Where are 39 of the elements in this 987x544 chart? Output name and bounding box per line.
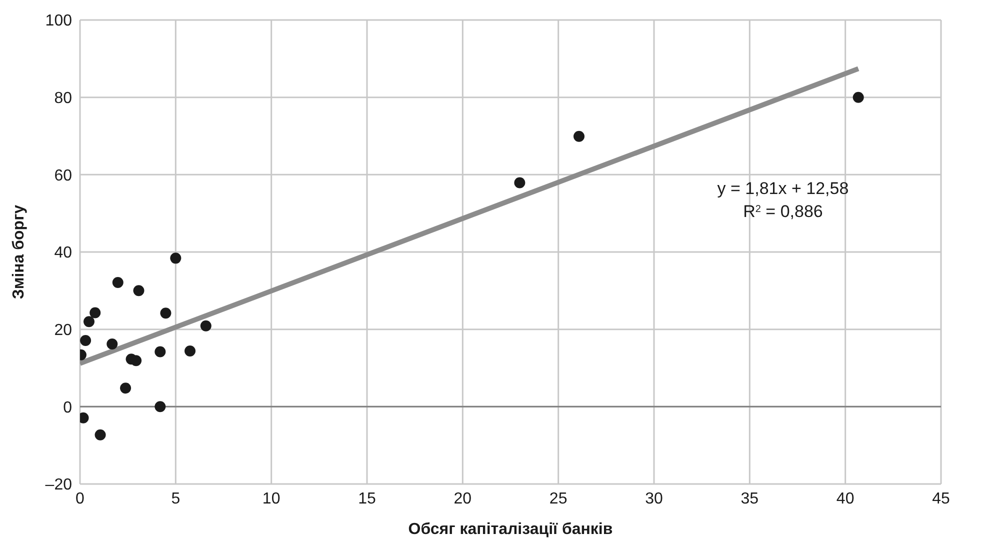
point [83, 316, 94, 328]
x-tick-label: 20 [454, 490, 472, 508]
point [514, 177, 526, 188]
y-tick-label: 60 [54, 167, 72, 184]
point [170, 252, 182, 264]
point [573, 130, 584, 142]
x-tick-label: 15 [358, 490, 376, 508]
point [94, 429, 106, 440]
point [154, 346, 166, 358]
y-tick-label: 100 [45, 12, 72, 30]
x-tick-label: 30 [645, 490, 663, 508]
x-tick-label: 40 [836, 490, 854, 508]
point [154, 401, 166, 412]
point [112, 277, 124, 288]
x-tick-label: 10 [262, 490, 280, 508]
y-tick-label: 40 [54, 244, 72, 262]
point [130, 355, 142, 366]
y-tick-label: 0 [63, 399, 72, 416]
point [133, 285, 144, 296]
point [90, 307, 101, 318]
point [120, 382, 132, 394]
point [852, 92, 864, 103]
x-axis-title: Обсяг капіталізації банків [408, 521, 613, 538]
point [160, 308, 172, 319]
point [200, 320, 212, 332]
x-tick-label: 45 [932, 490, 950, 508]
x-tick-label: 25 [549, 490, 568, 508]
annotation: y = 1,81x + 12,58 [717, 179, 849, 198]
y-tick-label: 80 [54, 90, 72, 108]
annotation: R$^{2}$ = 0,886 [743, 202, 823, 221]
point [80, 335, 92, 346]
y-axis-title: Зміна боргу [10, 204, 28, 300]
x-tick-label: 0 [76, 490, 85, 508]
y-tick-label: –20 [45, 476, 72, 494]
x-tick-label: 35 [740, 490, 759, 508]
point [184, 345, 196, 356]
point [106, 338, 118, 350]
y-tick-label: 20 [54, 322, 72, 340]
x-tick-label: 5 [171, 490, 180, 508]
